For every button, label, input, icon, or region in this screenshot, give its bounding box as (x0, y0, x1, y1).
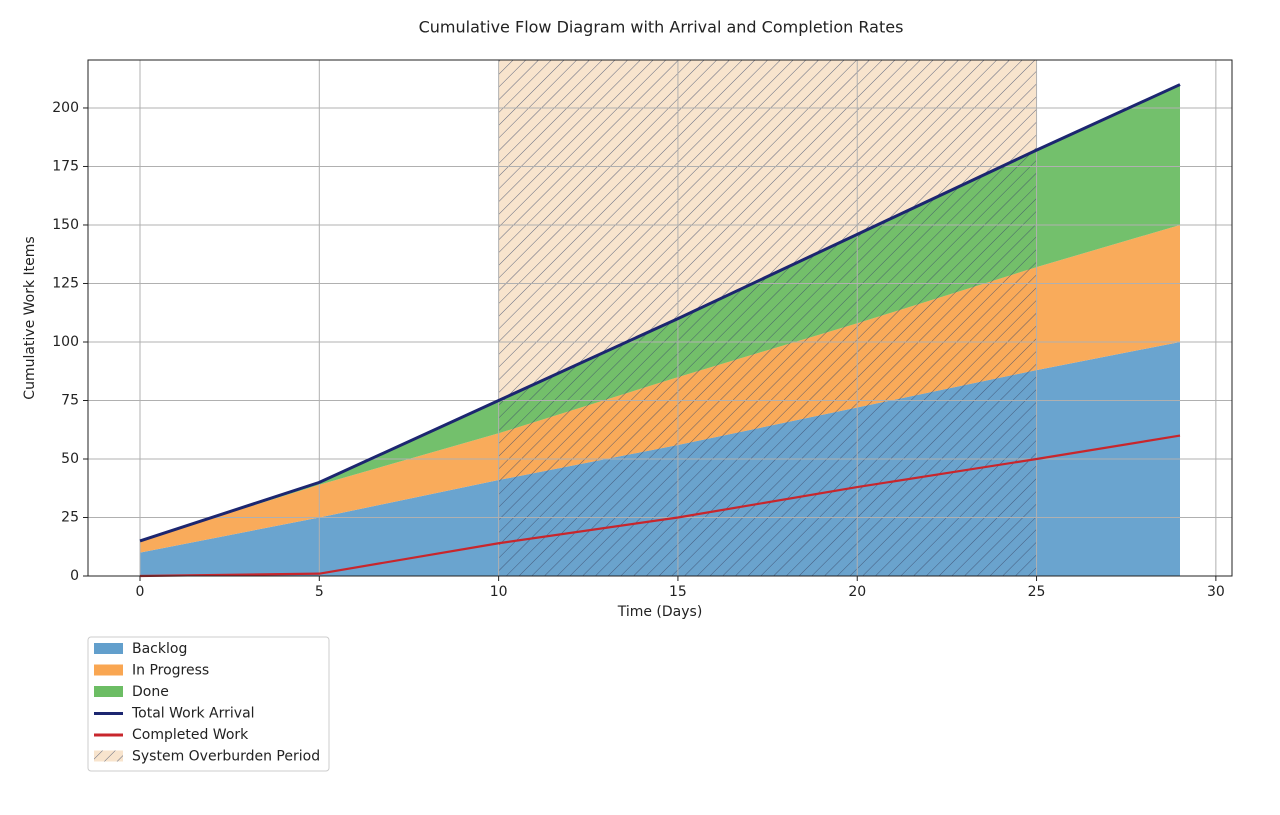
legend-label: Total Work Arrival (131, 706, 255, 722)
legend-label: System Overburden Period (132, 749, 320, 765)
y-tick-label: 100 (52, 334, 79, 350)
y-tick-label: 50 (61, 451, 79, 467)
x-tick-label: 25 (1028, 584, 1046, 600)
legend-box (87, 636, 330, 772)
y-tick-label: 200 (52, 100, 79, 116)
plot-frame (87, 59, 1233, 577)
legend-label: In Progress (132, 663, 209, 679)
line (139, 434, 1181, 578)
y-tick-label: 150 (52, 217, 79, 233)
y-axis-label: Cumulative Work Items (22, 236, 38, 399)
x-tick-label: 10 (490, 584, 508, 600)
x-axis-label: Time (Days) (617, 604, 703, 620)
y-tick-label: 75 (61, 392, 79, 408)
x-tick-label: 0 (136, 584, 145, 600)
legend-label: Completed Work (132, 727, 249, 743)
y-tick-label: 175 (52, 158, 79, 174)
span-hatch (498, 60, 1037, 576)
x-tick-label: 15 (669, 584, 687, 600)
line (139, 83, 1181, 543)
legend-label: Done (132, 684, 169, 700)
chart-title: Cumulative Flow Diagram with Arrival and… (419, 18, 904, 37)
legend-swatch-hatch (94, 750, 123, 762)
legend-label: Backlog (132, 641, 187, 657)
y-tick-label: 125 (52, 275, 79, 291)
x-tick-label: 5 (315, 584, 324, 600)
legend-swatch (94, 643, 123, 654)
y-tick-label: 0 (70, 568, 79, 584)
legend-swatch (94, 686, 123, 697)
x-tick-label: 30 (1207, 584, 1225, 600)
y-tick-label: 25 (61, 509, 79, 525)
legend-swatch (94, 664, 123, 676)
x-tick-label: 20 (848, 584, 866, 600)
